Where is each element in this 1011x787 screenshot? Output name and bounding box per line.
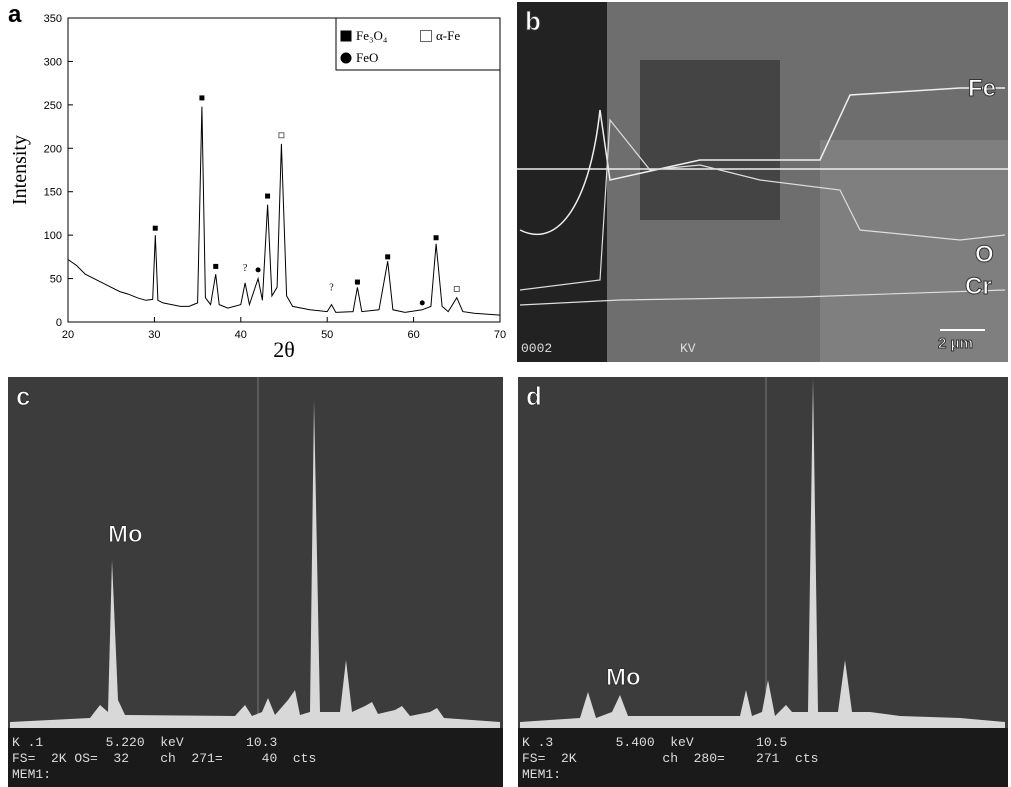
legend-label: Fe₃O₄ <box>356 28 388 43</box>
x-tick-label: 30 <box>148 329 160 341</box>
annotation: ? <box>329 283 334 294</box>
x-tick-label: 20 <box>62 329 74 341</box>
legend-symbol <box>340 30 352 42</box>
status-line: K .3 5.400 keV 10.5 <box>522 735 787 750</box>
y-tick-label: 250 <box>44 100 62 112</box>
image-info: KV <box>680 341 696 356</box>
y-axis-label: Intensity <box>9 135 31 205</box>
y-tick-label: 50 <box>50 274 62 286</box>
x-axis-label: 2θ <box>273 337 295 362</box>
y-tick-label: 150 <box>44 187 62 199</box>
legend-label: FeO <box>356 50 378 65</box>
scale-bar-label: 2 μm <box>938 335 973 352</box>
status-bar <box>8 728 503 787</box>
peak-marker <box>354 279 360 285</box>
x-tick-label: 40 <box>235 329 247 341</box>
panel-b: b Fe O Cr 2 μm 0002 KV <box>517 2 1008 362</box>
y-tick-label: 300 <box>44 56 62 68</box>
y-tick-label: 200 <box>44 143 62 155</box>
image-region <box>517 2 607 362</box>
element-label: O <box>975 241 994 268</box>
status-line: MEM1: <box>12 767 51 782</box>
element-label: Fe <box>968 75 996 102</box>
legend-symbol <box>420 30 432 42</box>
status-line: MEM1: <box>522 767 561 782</box>
x-tick-label: 60 <box>407 329 419 341</box>
peak-marker <box>199 95 205 101</box>
y-tick-label: 100 <box>44 230 62 242</box>
x-tick-label: 50 <box>321 329 333 341</box>
cr-profile <box>519 289 1006 306</box>
peak-label: Mo <box>606 664 641 691</box>
legend <box>335 17 501 71</box>
image-region <box>640 60 780 220</box>
peak-marker <box>433 235 439 241</box>
plot-frame <box>67 17 501 323</box>
legend-label: α-Fe <box>436 28 460 43</box>
panel-label: c <box>16 381 30 411</box>
legend-symbol <box>340 52 352 64</box>
peak-marker <box>255 267 261 273</box>
peak-marker <box>152 225 158 231</box>
peak-marker <box>213 263 219 269</box>
o-profile <box>519 118 1006 291</box>
peak-marker <box>453 285 460 292</box>
panel-label: b <box>525 6 541 36</box>
status-line: K .1 5.220 keV 10.3 <box>12 735 277 750</box>
status-line: FS= 2K OS= 32 ch 271= 40 cts <box>12 751 316 766</box>
status-bar <box>518 728 1008 787</box>
fe-profile <box>519 87 1005 236</box>
xrd-pattern <box>67 106 501 316</box>
panel-d: d Mo K .3 5.400 keV 10.5 FS= 2K ch 280= … <box>518 377 1008 787</box>
status-line: FS= 2K ch 280= 271 cts <box>522 751 818 766</box>
peak-label: Mo <box>108 521 143 548</box>
image-info: 0002 <box>521 341 552 356</box>
peak-marker <box>265 193 271 199</box>
annotation: ? <box>243 263 248 274</box>
peak-marker <box>278 132 285 139</box>
peak-marker <box>385 254 391 260</box>
panel-label: a <box>8 1 22 28</box>
element-label: Cr <box>965 273 992 300</box>
panel-label: d <box>526 381 542 411</box>
y-tick-label: 0 <box>56 317 62 329</box>
x-tick-label: 70 <box>494 329 506 341</box>
panel-c: c Mo K .1 5.220 keV 10.3 FS= 2K OS= 32 c… <box>8 377 503 787</box>
image-region <box>820 140 1008 362</box>
y-tick-label: 350 <box>44 13 62 25</box>
peak-marker <box>419 300 425 306</box>
